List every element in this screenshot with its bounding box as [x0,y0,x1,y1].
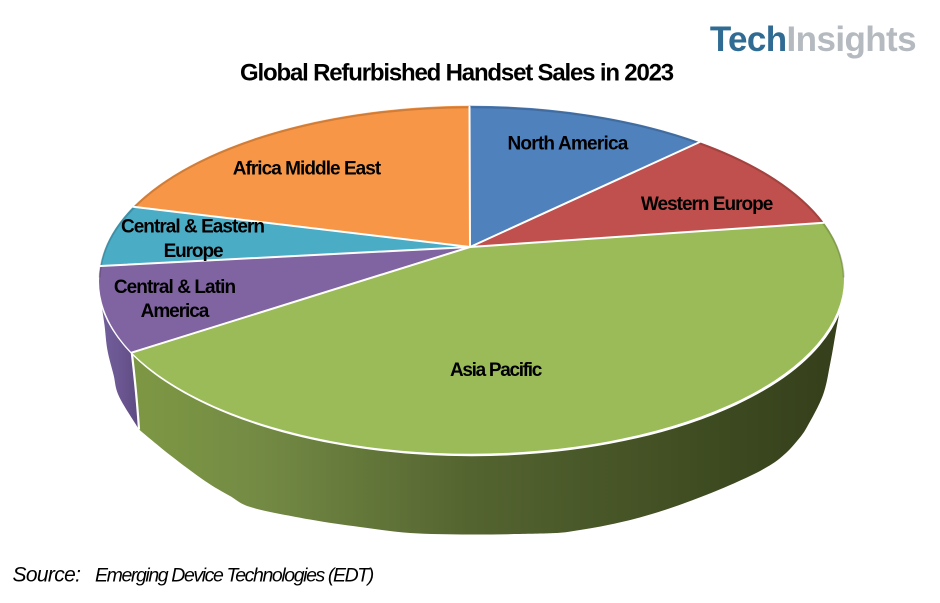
svg-text:Europe: Europe [164,241,223,262]
svg-text:Source:: Source: [13,563,81,586]
svg-text:TechInsights: TechInsights [710,20,916,59]
svg-text:Asia Pacific: Asia Pacific [450,360,543,381]
svg-text:Emerging Device Technologies (: Emerging Device Technologies (EDT) [95,564,374,586]
svg-text:North America: North America [507,134,628,155]
svg-text:Western Europe: Western Europe [641,194,773,215]
svg-text:Africa Middle East: Africa Middle East [233,158,382,179]
svg-text:Central & Latin: Central & Latin [114,277,236,298]
svg-text:Central & Eastern: Central & Eastern [121,217,264,238]
svg-text:Global Refurbished Handset Sal: Global Refurbished Handset Sales in 2023 [240,60,674,87]
svg-text:America: America [141,301,210,322]
